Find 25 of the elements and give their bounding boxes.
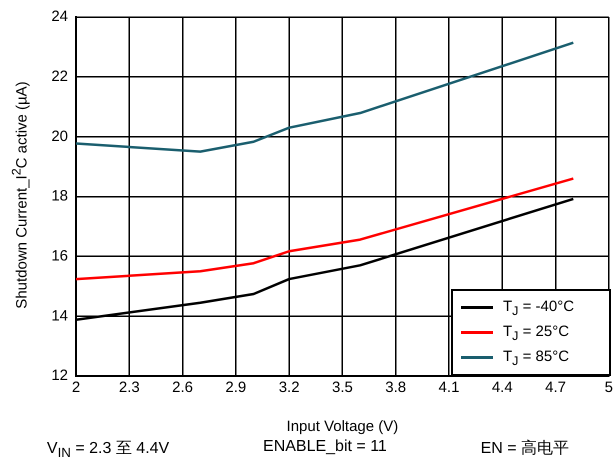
x-tick-label: 5	[604, 379, 613, 396]
text: ENABLE_bit = 11	[263, 438, 387, 457]
y-tick-label: 16	[51, 247, 68, 264]
y-tick-label: 18	[51, 188, 68, 205]
text: V$_{IN}$ = 2.3 至 4.4V	[46, 439, 170, 460]
x-tick-label: 4.7	[545, 379, 566, 396]
legend-label: T$_{J}$ = -40°C	[503, 298, 574, 318]
x-tick-label: 3.2	[278, 379, 300, 396]
x-tick-label: 3.5	[332, 379, 353, 396]
legend-label: T$_{J}$ = 25°C	[503, 322, 570, 342]
x-tick-label: 2	[72, 379, 80, 396]
y-tick-label: 12	[51, 367, 68, 384]
x-tick-label: 2.3	[118, 379, 140, 396]
x-axis-title: Input Voltage (V)	[286, 418, 398, 436]
y-tick-label: 14	[51, 307, 68, 324]
x-tick-label: 2.6	[172, 379, 193, 396]
x-tick-label: 4.1	[438, 379, 460, 396]
x-tick-label: 4.4	[492, 379, 513, 396]
y-tick-label: 20	[51, 128, 68, 145]
x-tick-label: 2.9	[225, 379, 246, 396]
text: EN = 高电平	[480, 438, 570, 459]
legend-label: T$_{J}$ = 85°C	[503, 348, 570, 368]
y-tick-label: 24	[51, 8, 68, 26]
x-tick-label: 3.8	[385, 379, 406, 396]
y-tick-label: 22	[51, 68, 68, 85]
